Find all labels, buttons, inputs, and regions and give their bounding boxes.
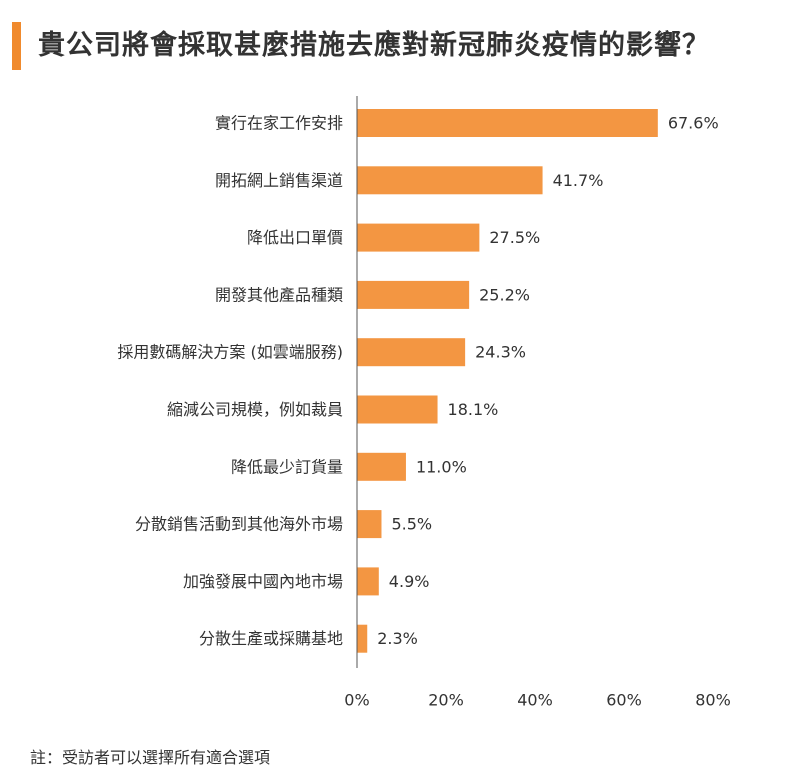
data-label: 27.5% <box>489 228 540 247</box>
category-label: 實行在家工作安排 <box>215 114 343 133</box>
category-label: 降低出口單價 <box>247 228 343 247</box>
bar <box>357 452 406 481</box>
title-accent-bar <box>12 22 21 70</box>
bar <box>357 624 368 653</box>
bar <box>357 395 438 424</box>
data-label: 11.0% <box>416 457 467 476</box>
data-label: 67.6% <box>668 114 719 133</box>
bar <box>357 510 382 539</box>
x-tick-label: 0% <box>344 691 369 710</box>
x-tick-label: 40% <box>517 691 553 710</box>
category-label: 縮減公司規模，例如裁員 <box>167 400 343 419</box>
bar <box>357 338 466 367</box>
x-tick-label: 60% <box>606 691 642 710</box>
bar <box>357 223 480 252</box>
data-label: 18.1% <box>448 400 499 419</box>
data-label: 25.2% <box>479 285 530 304</box>
x-tick-label: 20% <box>428 691 464 710</box>
category-label: 降低最少訂貨量 <box>231 457 343 476</box>
data-label: 41.7% <box>553 171 604 190</box>
footnote: 註：受訪者可以選擇所有適合選項 <box>30 748 271 767</box>
category-label: 分散銷售活動到其他海外市場 <box>135 515 343 534</box>
data-label: 5.5% <box>391 515 432 534</box>
category-label: 開拓網上銷售渠道 <box>215 171 343 190</box>
data-label: 24.3% <box>475 343 526 362</box>
chart-title: 貴公司將會採取甚麼措施去應對新冠肺炎疫情的影響？ <box>38 30 710 61</box>
bar <box>357 280 470 309</box>
bar <box>357 567 379 596</box>
bar <box>357 109 658 137</box>
data-label: 2.3% <box>377 629 418 648</box>
data-label: 4.9% <box>389 572 430 591</box>
category-label: 開發其他產品種類 <box>215 285 343 304</box>
x-tick-label: 80% <box>695 691 731 710</box>
bar <box>357 166 543 195</box>
category-label: 採用數碼解決方案 (如雲端服務) <box>117 343 343 362</box>
category-label: 分散生產或採購基地 <box>199 629 343 648</box>
category-label: 加強發展中國內地市場 <box>183 572 343 591</box>
